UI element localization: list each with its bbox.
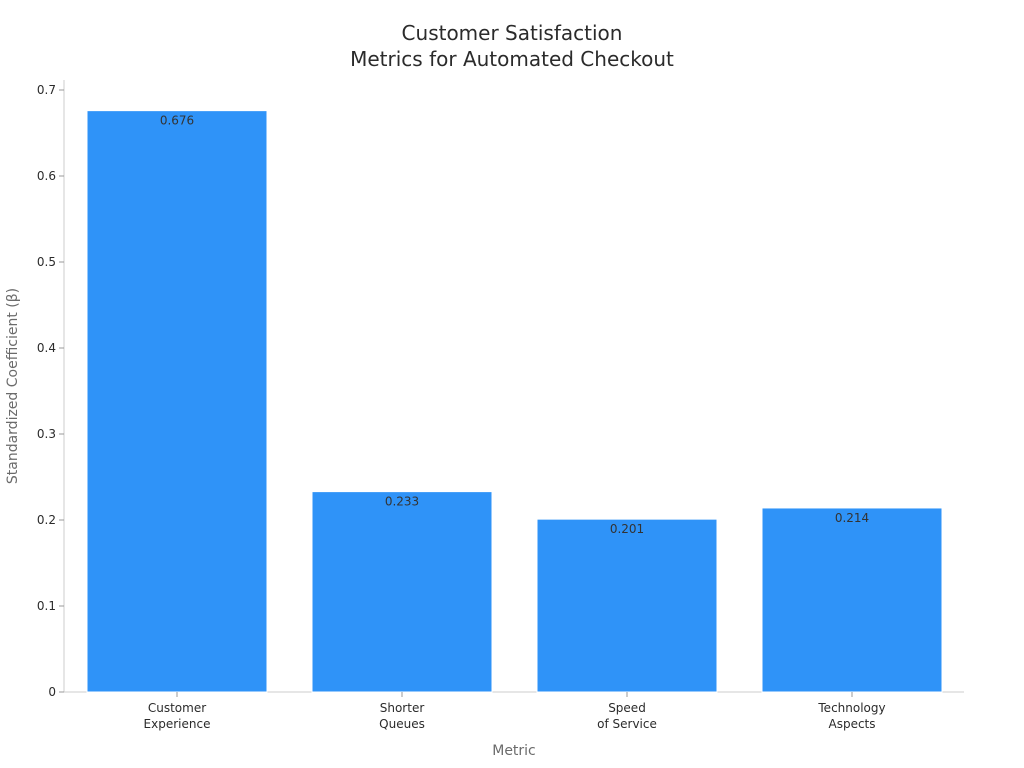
y-tick-label: 0.5	[37, 255, 56, 269]
bar-value-label: 0.676	[160, 114, 194, 128]
chart-title-line-2: Metrics for Automated Checkout	[350, 47, 674, 71]
bar-value-label: 0.201	[610, 522, 644, 536]
bar-value-label: 0.214	[835, 511, 869, 525]
x-axis-label: Metric	[492, 743, 536, 759]
x-tick-label: Aspects	[828, 717, 875, 731]
chart-title-line-1: Customer Satisfaction	[402, 21, 623, 45]
x-tick-label: of Service	[597, 717, 657, 731]
x-axis-ticks: Customer Experience Shorter Queues Speed of S…	[144, 692, 886, 731]
bar-value-label: 0.233	[385, 495, 419, 509]
y-axis-label: Standardized Coefficient (β)	[5, 288, 21, 484]
y-tick-label: 0.1	[37, 599, 56, 613]
x-tick-label: Technology	[817, 701, 885, 715]
bar	[761, 507, 943, 693]
x-tick-label: Experience	[144, 717, 211, 731]
chart-title: Customer Satisfaction Metrics for Automa…	[350, 21, 674, 71]
bar	[536, 518, 718, 693]
y-tick-label: 0.4	[37, 341, 56, 355]
bar	[311, 491, 493, 693]
bars	[86, 110, 943, 693]
bar	[86, 110, 268, 693]
x-tick-label: Queues	[379, 717, 425, 731]
x-tick-label: Speed	[608, 701, 646, 715]
y-tick-label: 0	[48, 685, 56, 699]
y-tick-label: 0.7	[37, 83, 56, 97]
data-labels: 0.676 0.233 0.201 0.214	[160, 114, 869, 537]
y-tick-label: 0.6	[37, 169, 56, 183]
x-tick-label: Shorter	[380, 701, 425, 715]
y-tick-label: 0.3	[37, 427, 56, 441]
x-tick-label: Customer	[148, 701, 206, 715]
y-axis-ticks: 0 0.1 0.2 0.3 0.4 0.5 0.6 0.7	[37, 83, 64, 699]
y-tick-label: 0.2	[37, 513, 56, 527]
